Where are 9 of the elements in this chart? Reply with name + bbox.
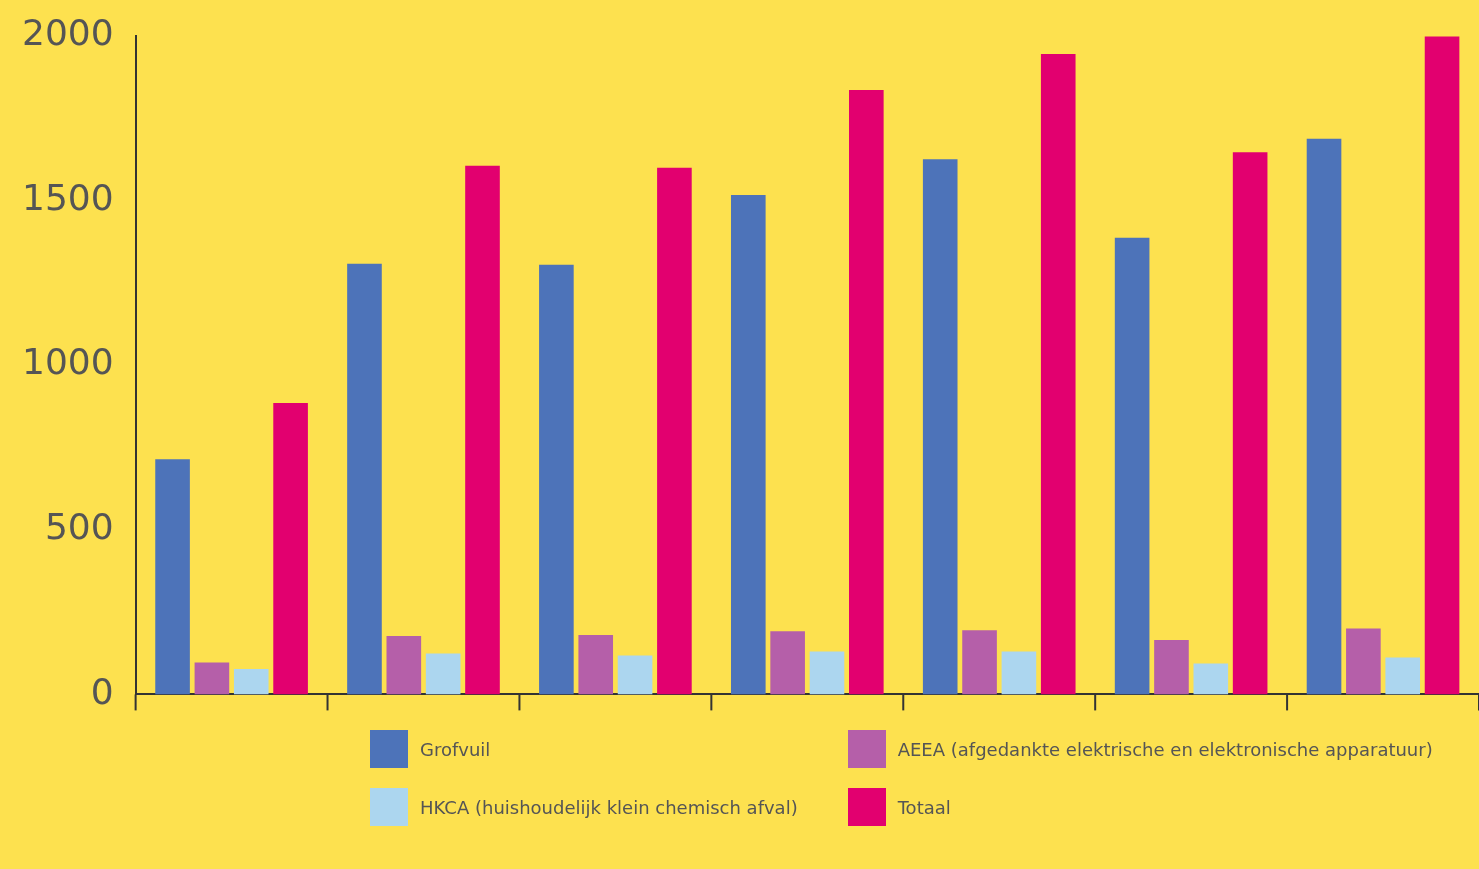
y-tick-label: 2000 — [21, 11, 114, 53]
y-tick-label: 500 — [44, 506, 114, 548]
y-tick-label: 1500 — [21, 176, 114, 218]
legend-label: Totaal — [897, 796, 951, 818]
y-tick-label: 1000 — [21, 341, 114, 383]
y-tick-label: 0 — [90, 670, 114, 712]
legend-label: AEEA (afgedankte elektrische en elektronische apparatuur) — [897, 738, 1433, 760]
legend-label: HKCA (huishoudelijk klein chemisch afval) — [420, 796, 798, 818]
legend-label: Grofvuil — [420, 738, 491, 760]
